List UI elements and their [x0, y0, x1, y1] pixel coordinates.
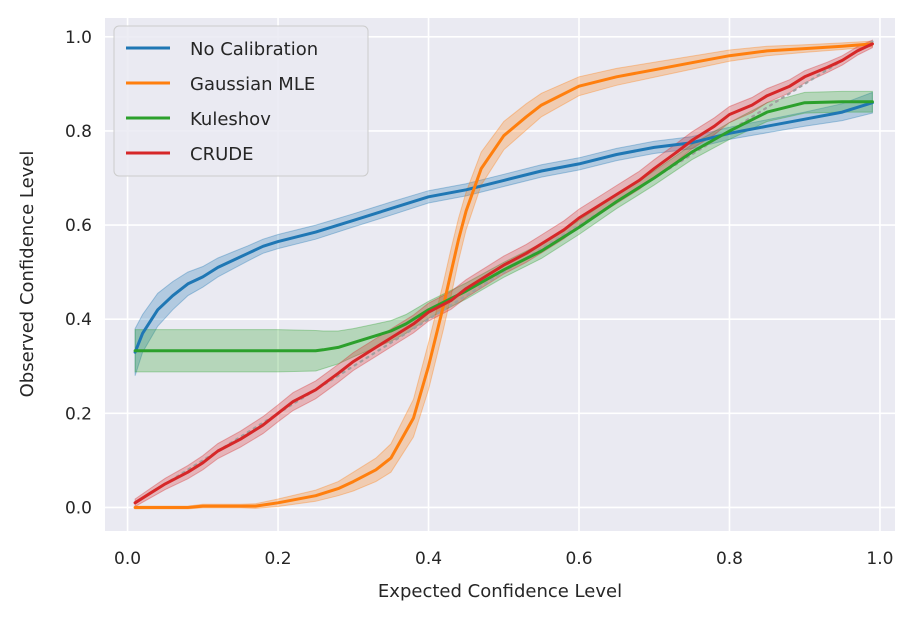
ideal-reference-line — [133, 40, 874, 504]
legend-label-crude: CRUDE — [190, 144, 253, 165]
y-axis-title: Observed Confidence Level — [17, 151, 38, 398]
legend-label-no-calibration: No Calibration — [190, 39, 318, 60]
y-tick-label: 0.2 — [65, 404, 92, 424]
legend: No Calibration Gaussian MLE Kuleshov CRUDE — [113, 25, 369, 177]
y-tick-label: 0.4 — [65, 310, 92, 330]
x-tick-label: 0.6 — [565, 549, 592, 569]
series-lines — [133, 42, 874, 509]
x-tick-label: 0.0 — [114, 549, 141, 569]
y-tick-label: 1.0 — [65, 28, 92, 48]
kuleshov-line — [133, 100, 874, 353]
crude-line — [133, 42, 874, 505]
kuleshov-band — [134, 90, 873, 373]
y-tick-label: 0.8 — [65, 122, 92, 142]
x-axis-ticks: 0.0 0.2 0.4 0.6 0.8 1.0 — [114, 549, 893, 569]
legend-label-gaussian-mle: Gaussian MLE — [190, 74, 315, 95]
x-tick-label: 0.2 — [265, 549, 292, 569]
x-tick-label: 0.8 — [716, 549, 743, 569]
x-tick-label: 0.4 — [415, 549, 442, 569]
y-tick-label: 0.0 — [65, 498, 92, 518]
legend-label-kuleshov: Kuleshov — [190, 109, 271, 130]
y-tick-label: 0.6 — [65, 216, 92, 236]
y-axis-ticks: 0.0 0.2 0.4 0.6 0.8 1.0 — [65, 28, 92, 519]
gaussian-mle-line — [133, 42, 874, 509]
reference-line — [133, 40, 874, 504]
legend-box — [113, 25, 369, 177]
grid-lines — [105, 18, 895, 531]
x-axis-title: Expected Confidence Level — [378, 581, 622, 602]
x-tick-label: 1.0 — [866, 549, 893, 569]
